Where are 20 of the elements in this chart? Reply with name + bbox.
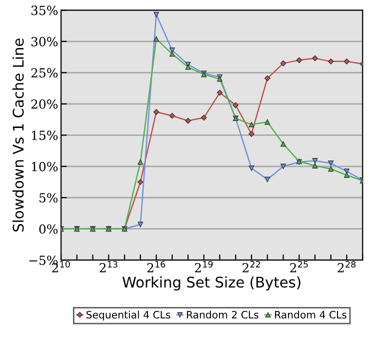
x-tick-label: 2$^{28}$ — [338, 261, 356, 272]
x-tick-label: 2$^{16}$ — [147, 261, 166, 272]
y-tick-label: 35% — [31, 6, 58, 16]
y-tick-label: 20% — [31, 99, 58, 109]
y-tick-label: 30% — [31, 36, 58, 46]
x-tick-label: 2$^{25}$ — [290, 261, 308, 272]
legend-label: Random 2 CLs — [186, 310, 258, 319]
y-tick-label: 0% — [39, 224, 58, 234]
y-tick-label: −5% — [29, 256, 58, 266]
legend-label: Random 4 CLs — [275, 310, 346, 319]
y-tick-label: 25% — [31, 68, 58, 78]
y-tick-label: 15% — [32, 130, 58, 140]
y-tick-label: 5% — [40, 193, 58, 203]
x-tick-label: 2$^{13}$ — [100, 261, 118, 272]
x-tick-label: 2$^{22}$ — [242, 261, 260, 272]
y-tick-label: 10% — [32, 162, 58, 172]
legend-label: Sequential 4 CLs — [86, 310, 170, 321]
x-axis-title: Working Set Size (Bytes) — [122, 276, 300, 290]
y-axis-title: Slowdown Vs 1 Cache Line — [12, 38, 24, 232]
x-tick-label: 2$^{19}$ — [194, 261, 213, 272]
